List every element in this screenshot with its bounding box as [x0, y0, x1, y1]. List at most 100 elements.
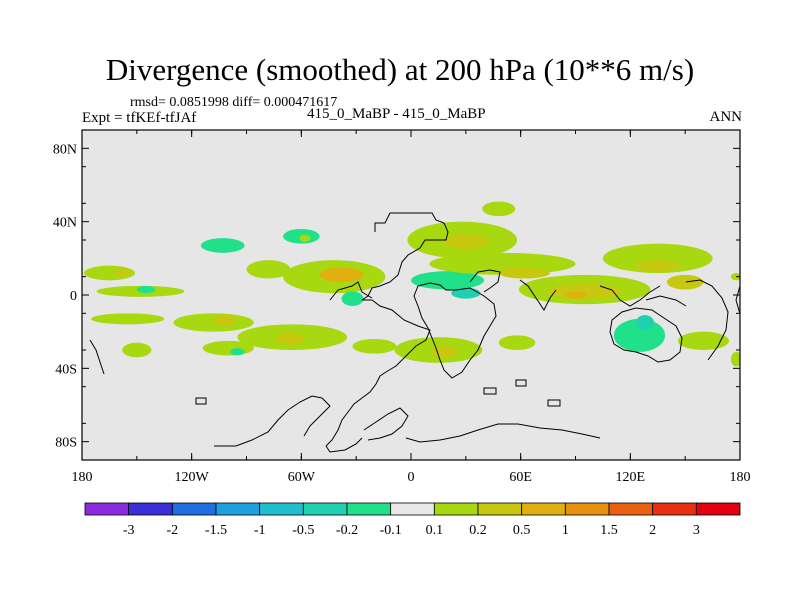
anomaly-region: [443, 234, 488, 250]
lat-tick-label: 40S: [55, 362, 77, 377]
anomaly-region: [730, 273, 740, 281]
coastline-north-america: [361, 212, 449, 301]
lat-tick-label: 80S: [55, 436, 77, 451]
plot-title: Divergence (smoothed) at 200 hPa (10**6 …: [105, 52, 695, 87]
anomaly-region: [677, 331, 730, 351]
anomaly-region: [411, 271, 485, 290]
lon-tick-label: 0: [408, 470, 415, 485]
season-label: ANN: [709, 109, 743, 125]
colorbar-label: 3: [693, 523, 700, 538]
coastline-central-america: [329, 281, 373, 301]
anomaly-region: [230, 348, 245, 356]
anomaly-region: [666, 274, 704, 290]
anomaly-region: [213, 315, 236, 327]
colorbar-label: -1.5: [205, 523, 227, 538]
anomaly-region: [275, 333, 305, 345]
coastline-southeast-asia: [599, 285, 661, 307]
colorbar-label: 2: [649, 523, 656, 538]
anomaly-region: [498, 267, 550, 279]
lon-tick-label: 180: [72, 470, 93, 485]
colorbar-swatch: [84, 502, 130, 516]
experiment-label: Expt = tfKEf-tfJAf: [82, 110, 197, 126]
colorbar-swatch: [346, 502, 392, 516]
coastline-antarctica-ross: [405, 423, 601, 443]
anomaly-region: [246, 260, 291, 279]
colorbar-swatch: [608, 502, 654, 516]
colorbar-swatch: [302, 502, 348, 516]
anomaly-fill-layer: [83, 201, 740, 367]
colorbar-label: 0.1: [426, 523, 444, 538]
colorbar-label: 0.2: [469, 523, 487, 538]
coastline-layer: [89, 212, 740, 453]
coastline-island-a: [195, 397, 207, 405]
coastline-pacific-islands: [685, 279, 729, 361]
colorbar-label: -0.2: [336, 523, 358, 538]
anomaly-region: [602, 243, 713, 273]
colorbar-label: -0.1: [380, 523, 402, 538]
coastline-africa: [413, 282, 497, 379]
colorbar-label: -0.5: [292, 523, 314, 538]
anomaly-region: [730, 351, 740, 367]
anomaly-region: [136, 285, 156, 294]
colorbar-swatch: [652, 502, 697, 516]
colorbar-swatch: [390, 502, 435, 516]
coastline-australia: [609, 307, 683, 363]
colorbar-swatch: [259, 502, 304, 516]
lon-tick-label: 60W: [288, 470, 316, 485]
colorbar-label: 1.5: [600, 523, 618, 538]
colorbar-label: -3: [123, 523, 135, 538]
anomaly-region: [498, 335, 536, 350]
anomaly-region: [635, 260, 680, 272]
coastline-island-d: [547, 399, 561, 407]
coastline-antarctica-west: [214, 395, 331, 447]
lon-tick-label: 120E: [616, 470, 646, 485]
colorbar-swatch: [564, 502, 610, 516]
anomaly-region: [122, 342, 152, 358]
anomaly-region: [431, 346, 457, 358]
lon-tick-label: 180: [730, 470, 751, 485]
anomaly-region: [451, 287, 481, 299]
coastline-west-africa: [89, 339, 105, 375]
anomaly-region: [482, 201, 516, 217]
coastline-patagonia: [325, 437, 363, 453]
case-label: 415_0_MaBP - 415_0_MaBP: [307, 106, 486, 122]
coastline-island-c: [515, 379, 527, 387]
lon-tick-label: 60E: [509, 470, 532, 485]
longitude-axis: 180 120W 60W 0 60E 120E 180: [72, 130, 751, 485]
colorbar-swatch: [433, 502, 479, 516]
anomaly-region: [91, 313, 165, 325]
anomaly-region: [352, 339, 397, 354]
lat-tick-label: 40N: [53, 216, 77, 231]
colorbar-label: -1: [254, 523, 266, 538]
coastline-east-pacific: [735, 285, 740, 315]
anomaly-region: [299, 234, 311, 242]
lat-tick-label: 80N: [53, 142, 77, 157]
lat-tick-label: 0: [70, 289, 77, 304]
anomaly-region: [319, 267, 364, 283]
colorbar-swatch: [477, 502, 523, 516]
coastline-south-america: [325, 299, 431, 447]
anomaly-region: [613, 318, 666, 352]
latitude-axis: 80N 40N 0 40S 80S: [53, 129, 740, 461]
anomaly-region: [200, 238, 245, 253]
anomaly-region: [635, 315, 655, 330]
colorbar-swatch: [171, 502, 217, 516]
coastline-india: [519, 279, 557, 311]
colorbar-swatch: [128, 502, 173, 516]
coastline-antarctica-east: [363, 407, 409, 441]
anomaly-region: [564, 291, 587, 299]
colorbar-swatch: [521, 502, 566, 516]
anomaly-region: [173, 313, 254, 332]
coastline-eurasia-south: [469, 269, 501, 293]
colorbar-swatch: [215, 502, 261, 516]
coastline-island-b: [483, 387, 497, 395]
anomaly-region: [341, 291, 364, 306]
colorbar: -3 -2 -1.5 -1 -0.5 -0.2 -0.1 0.1 0.2 0.5 1 1.5 2 3: [84, 502, 741, 538]
colorbar-swatch: [695, 502, 741, 516]
stats-line: rmsd= 0.0851998 diff= 0.000471617: [130, 95, 338, 110]
anomaly-region: [114, 269, 130, 277]
colorbar-label: -2: [166, 523, 178, 538]
colorbar-label: 1: [562, 523, 569, 538]
lon-tick-label: 120W: [175, 470, 210, 485]
